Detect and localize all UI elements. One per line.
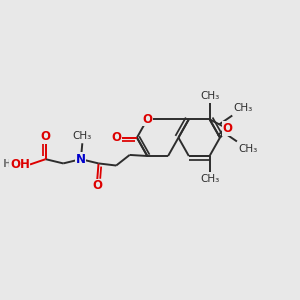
Text: CH₃: CH₃ (238, 144, 258, 154)
Text: OH: OH (10, 158, 30, 171)
Text: O: O (222, 122, 232, 135)
Text: N: N (76, 153, 86, 166)
Text: H: H (3, 159, 12, 169)
Text: CH₃: CH₃ (200, 174, 219, 184)
Text: O: O (111, 131, 121, 144)
Text: O: O (40, 130, 51, 143)
Text: CH₃: CH₃ (73, 131, 92, 141)
Text: O: O (142, 113, 152, 126)
Text: CH₃: CH₃ (234, 103, 253, 113)
Text: CH₃: CH₃ (200, 91, 219, 101)
Text: O: O (92, 179, 102, 192)
